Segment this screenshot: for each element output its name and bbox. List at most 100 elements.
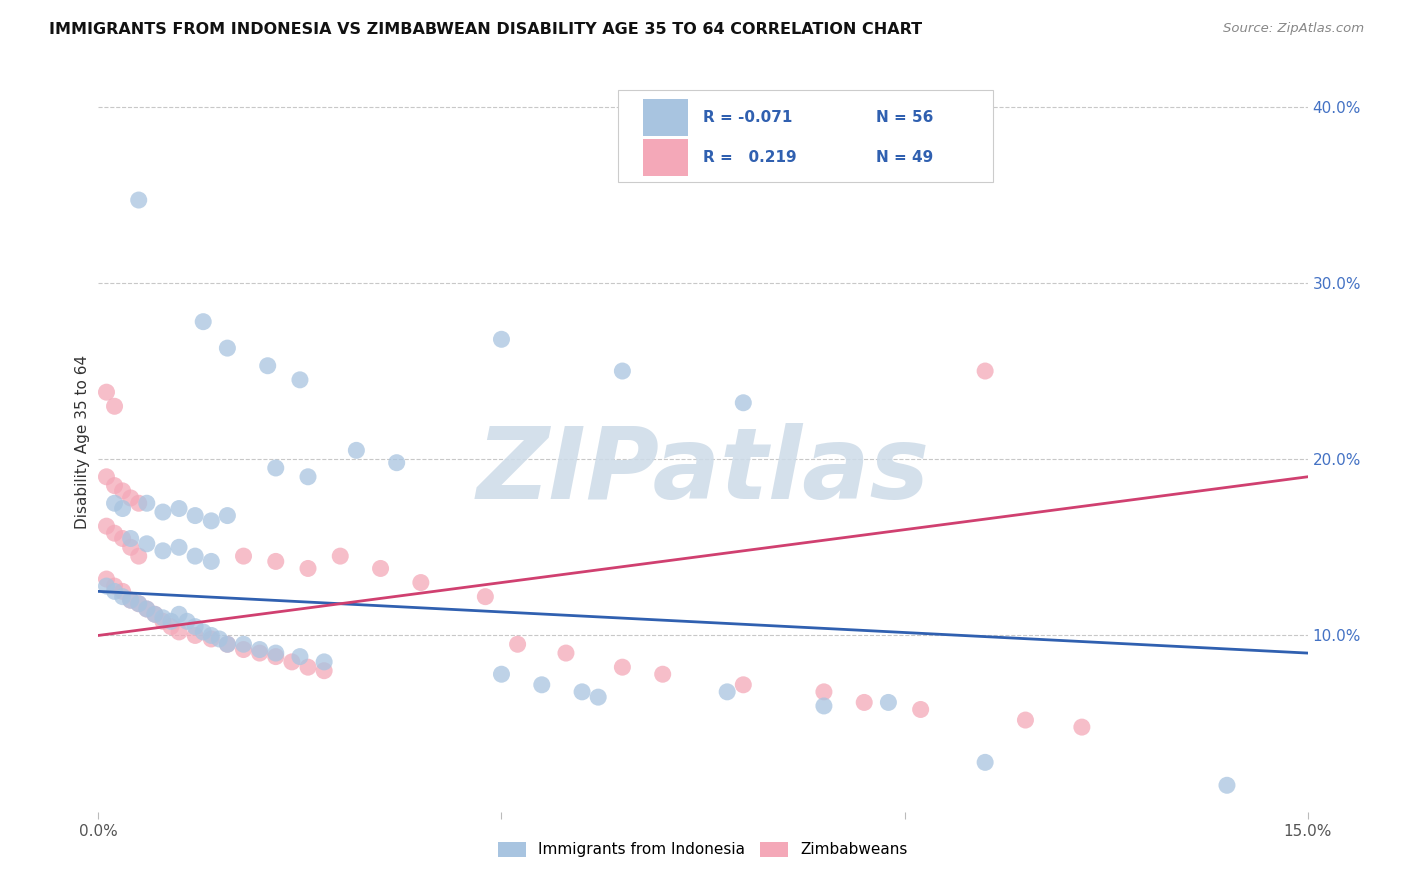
Point <box>217 508 239 523</box>
Point <box>167 607 190 622</box>
Point <box>910 702 932 716</box>
Point <box>586 690 609 705</box>
Point <box>232 637 254 651</box>
Point <box>103 584 125 599</box>
FancyBboxPatch shape <box>643 139 689 176</box>
Point <box>491 332 513 346</box>
Point <box>96 579 118 593</box>
Point <box>103 478 125 492</box>
Point <box>184 549 207 563</box>
Point <box>853 695 876 709</box>
Text: Source: ZipAtlas.com: Source: ZipAtlas.com <box>1223 22 1364 36</box>
Text: R =   0.219: R = 0.219 <box>703 150 797 165</box>
Point <box>506 637 529 651</box>
Point <box>491 667 513 681</box>
Point <box>281 655 304 669</box>
Point <box>96 519 118 533</box>
Point <box>651 667 673 681</box>
Point <box>530 678 553 692</box>
Point <box>474 590 496 604</box>
Point <box>128 597 150 611</box>
Point <box>232 549 254 563</box>
Point <box>385 456 408 470</box>
Text: ZIPatlas: ZIPatlas <box>477 423 929 520</box>
Point <box>167 501 190 516</box>
Text: N = 56: N = 56 <box>876 110 934 125</box>
Point <box>103 579 125 593</box>
Point <box>264 461 287 475</box>
Point <box>813 685 835 699</box>
Point <box>314 655 336 669</box>
Point <box>813 698 835 713</box>
Point <box>193 315 215 329</box>
Point <box>152 505 174 519</box>
Text: IMMIGRANTS FROM INDONESIA VS ZIMBABWEAN DISABILITY AGE 35 TO 64 CORRELATION CHAR: IMMIGRANTS FROM INDONESIA VS ZIMBABWEAN … <box>49 22 922 37</box>
Point <box>111 584 134 599</box>
Point <box>193 624 215 639</box>
Point <box>184 508 207 523</box>
Point <box>128 193 150 207</box>
Point <box>200 628 222 642</box>
Point <box>184 628 207 642</box>
Point <box>143 607 166 622</box>
Point <box>217 637 239 651</box>
Point <box>208 632 231 646</box>
Point <box>288 373 311 387</box>
Point <box>200 632 222 646</box>
Point <box>974 364 997 378</box>
Point <box>111 501 134 516</box>
Point <box>1216 778 1239 792</box>
Point <box>256 359 278 373</box>
Point <box>409 575 432 590</box>
Point <box>264 646 287 660</box>
FancyBboxPatch shape <box>643 99 689 136</box>
Point <box>733 396 755 410</box>
Y-axis label: Disability Age 35 to 64: Disability Age 35 to 64 <box>75 354 90 529</box>
Point <box>974 756 997 770</box>
Point <box>297 470 319 484</box>
Point <box>135 537 157 551</box>
Point <box>217 637 239 651</box>
Point <box>329 549 352 563</box>
Point <box>288 649 311 664</box>
Point <box>297 660 319 674</box>
Point <box>152 611 174 625</box>
Text: R = -0.071: R = -0.071 <box>703 110 793 125</box>
Point <box>111 532 134 546</box>
Point <box>184 619 207 633</box>
Point <box>612 364 634 378</box>
Point <box>152 544 174 558</box>
Point <box>128 597 150 611</box>
Point <box>167 624 190 639</box>
Legend: Immigrants from Indonesia, Zimbabweans: Immigrants from Indonesia, Zimbabweans <box>499 842 907 857</box>
Point <box>128 549 150 563</box>
Point <box>103 526 125 541</box>
Point <box>249 642 271 657</box>
Point <box>733 678 755 692</box>
Point <box>200 554 222 568</box>
Point <box>877 695 900 709</box>
Point <box>96 385 118 400</box>
Point <box>103 399 125 413</box>
Point <box>120 532 142 546</box>
Point <box>314 664 336 678</box>
Point <box>555 646 578 660</box>
Point <box>1014 713 1036 727</box>
Point <box>232 642 254 657</box>
Point <box>96 572 118 586</box>
Point <box>160 615 183 629</box>
Point <box>344 443 367 458</box>
Point <box>264 554 287 568</box>
Point <box>120 491 142 505</box>
Point <box>160 619 183 633</box>
Point <box>135 602 157 616</box>
Point <box>152 615 174 629</box>
Point <box>135 602 157 616</box>
Point <box>264 649 287 664</box>
Point <box>297 561 319 575</box>
Point <box>200 514 222 528</box>
Point <box>111 590 134 604</box>
Point <box>120 593 142 607</box>
Point <box>249 646 271 660</box>
Point <box>111 483 134 498</box>
